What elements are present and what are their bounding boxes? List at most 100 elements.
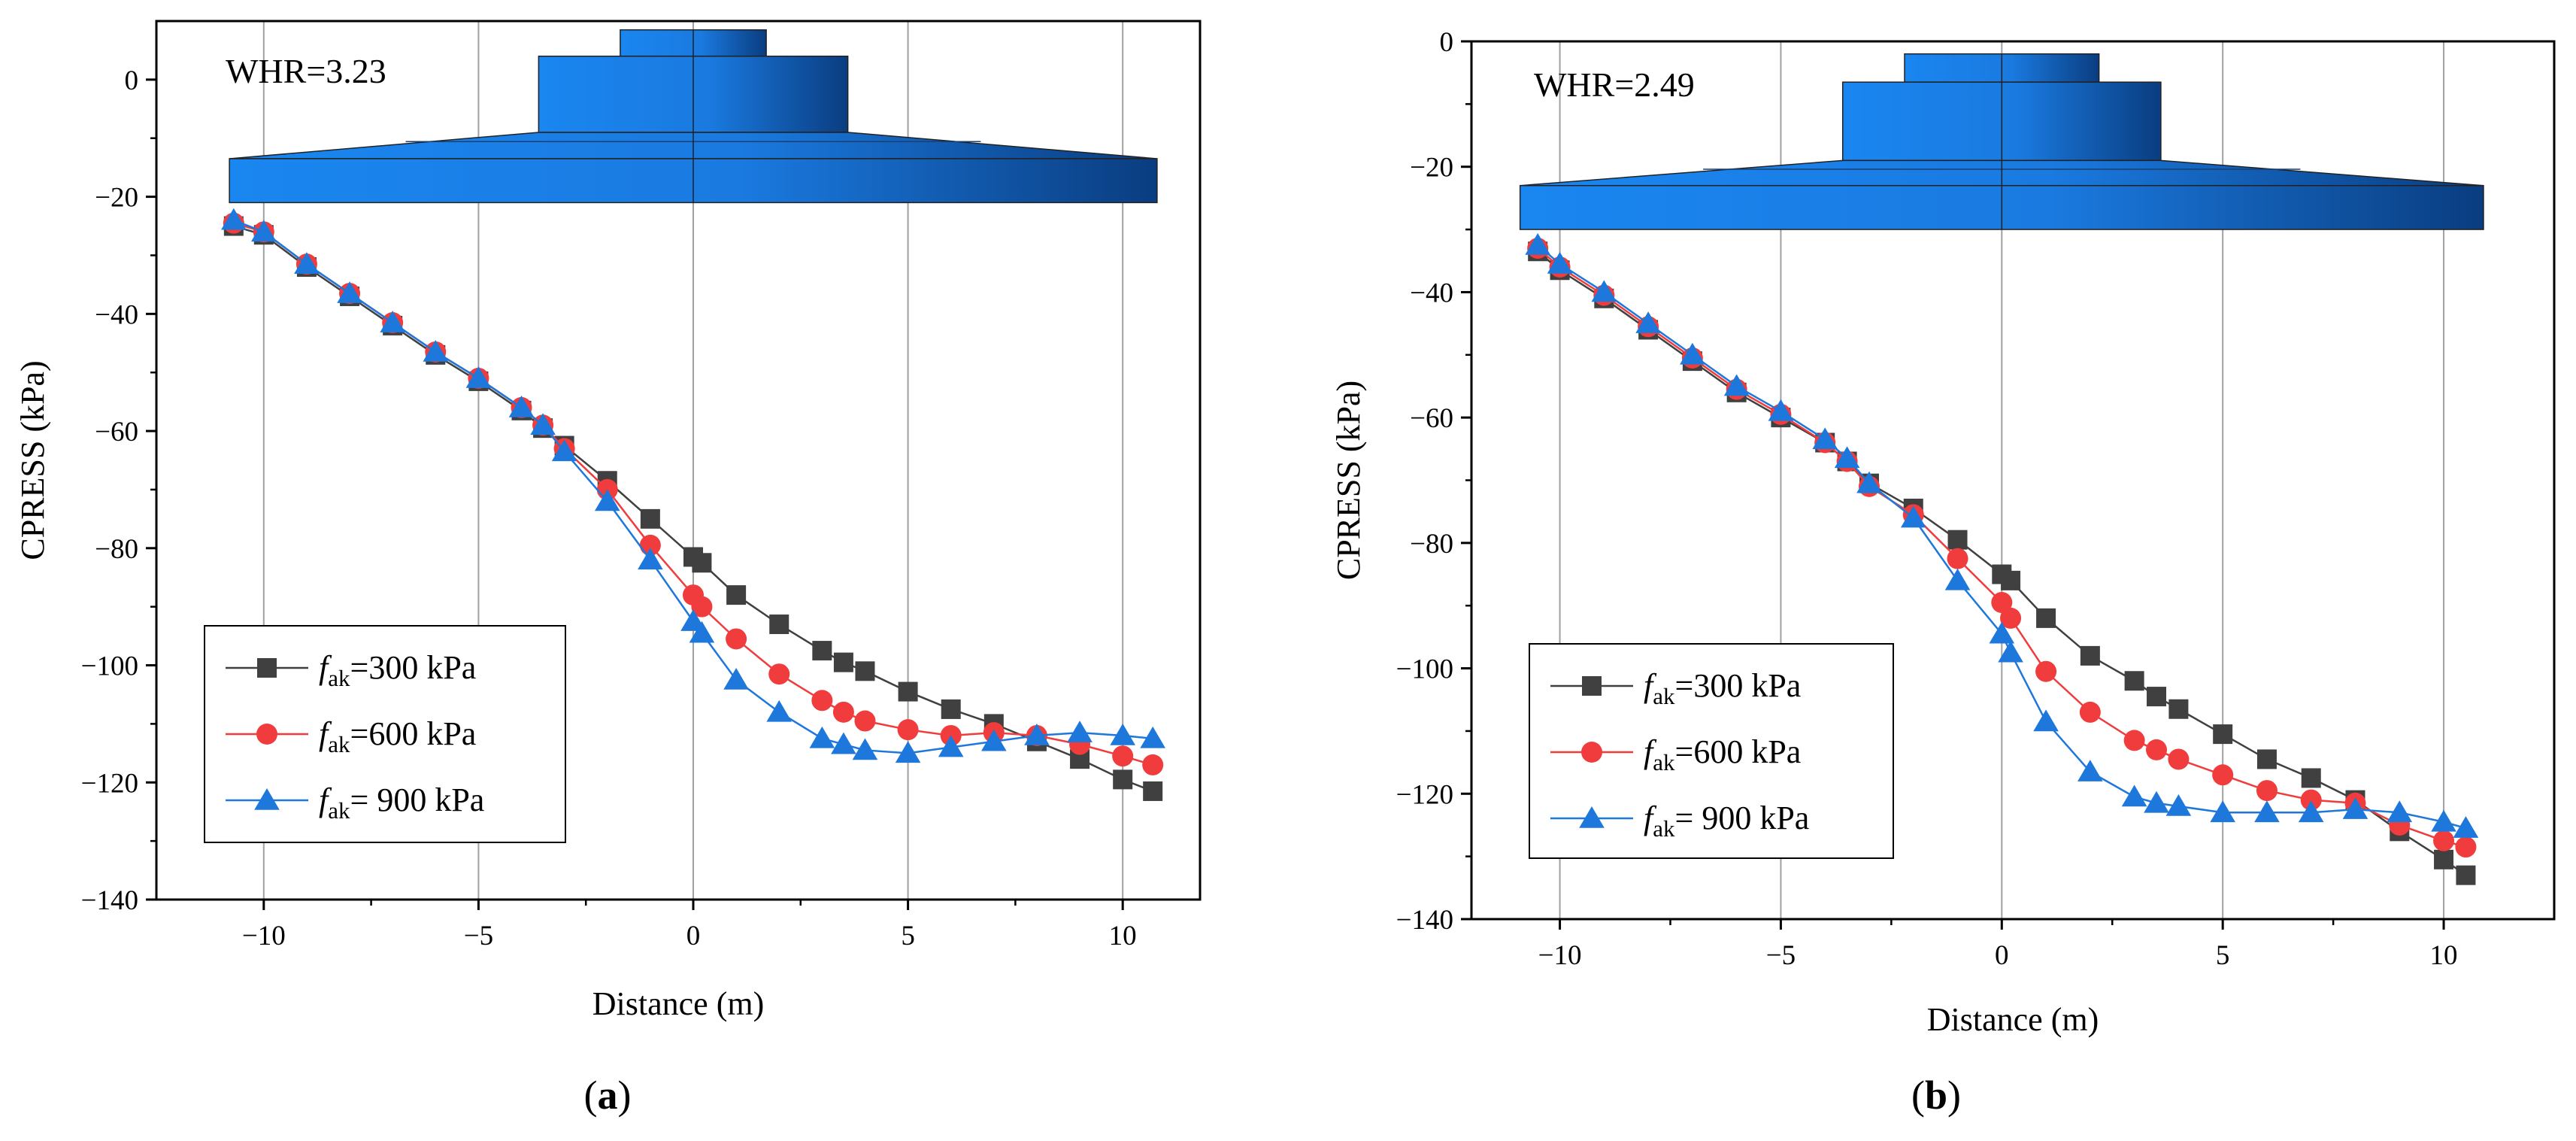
data-point: [594, 489, 620, 511]
data-point: [294, 252, 320, 274]
foundation-diagram: [229, 29, 1158, 204]
legend-label-value: =300 kPa: [350, 649, 477, 686]
x-tick-label: 5: [2216, 940, 2230, 971]
y-tick-label: −80: [1410, 529, 1453, 560]
data-point: [380, 311, 405, 332]
legend-marker-2: [254, 788, 280, 810]
data-point: [337, 281, 362, 303]
data-point: [2080, 645, 2100, 666]
data-point: [1998, 640, 2023, 663]
data-point: [640, 508, 660, 529]
panel-label: (a): [584, 1073, 632, 1118]
data-point: [2301, 768, 2321, 788]
data-point: [1024, 723, 1050, 745]
data-point: [768, 663, 790, 685]
data-point: [1768, 399, 1794, 421]
legend-marker-1: [1581, 742, 1602, 763]
data-point: [2256, 780, 2277, 802]
data-point: [1991, 592, 2013, 614]
x-tick-label: 0: [1995, 940, 2009, 971]
data-point: [1989, 621, 2015, 644]
data-point: [854, 710, 876, 732]
legend-label-value: = 900 kPa: [1675, 800, 1810, 836]
x-tick-label: 10: [1109, 921, 1137, 951]
y-tick-label: 0: [1440, 27, 1454, 58]
data-point: [2453, 816, 2479, 838]
plot-frame: [155, 20, 1202, 901]
data-point: [530, 413, 556, 435]
panel-label-close: ): [1947, 1073, 1961, 1118]
data-point: [638, 548, 663, 570]
foundation-diagram: [1519, 53, 2484, 230]
y-tick-label: −20: [95, 183, 138, 214]
data-point: [2168, 748, 2190, 770]
legend-label-subscript: ak: [1653, 749, 1675, 775]
data-point: [2146, 739, 2168, 760]
data-point: [1723, 374, 1750, 396]
x-tick-label: −5: [1766, 940, 1796, 971]
legend-label-1: fak=600 kPa: [319, 715, 476, 757]
data-point: [811, 690, 833, 712]
data-point: [2144, 791, 2169, 813]
y-tick-label: −60: [95, 417, 138, 448]
data-point: [2000, 607, 2022, 629]
legend-label-value: = 900 kPa: [350, 781, 485, 818]
data-point: [895, 741, 921, 763]
data-point: [1635, 311, 1661, 333]
data-point: [769, 615, 789, 635]
x-tick-label: 5: [901, 921, 915, 951]
x-tick-label: 10: [2430, 940, 2458, 971]
data-point: [2033, 709, 2059, 732]
data-point: [2455, 836, 2477, 858]
y-tick-label: −140: [81, 885, 138, 916]
data-point: [1947, 530, 1968, 550]
data-point: [898, 681, 918, 702]
data-point: [1947, 548, 1968, 569]
data-point: [981, 729, 1007, 751]
x-tick-label: −5: [464, 921, 493, 951]
legend-label-value: =600 kPa: [1675, 733, 1802, 770]
data-point: [692, 553, 712, 573]
y-tick-label: −40: [95, 299, 138, 330]
data-point: [852, 738, 878, 760]
panel-label-open: (: [584, 1073, 598, 1118]
data-point: [2079, 701, 2101, 723]
y-tick-label: −120: [81, 768, 138, 799]
data-point: [1143, 781, 1163, 801]
x-tick-label: −10: [1538, 940, 1582, 971]
data-point: [2387, 800, 2413, 823]
legend-label-value: =600 kPa: [350, 715, 477, 752]
x-axis-title: Distance (m): [1927, 1001, 2099, 1038]
data-point: [691, 596, 713, 618]
data-point: [2254, 800, 2280, 823]
panel-a: 0 −20 −40 −60 −80 −100 −120 −140 −10 −5 0 5 10 Distan…: [14, 20, 1202, 1118]
data-point: [832, 701, 854, 723]
series-2: [221, 208, 1165, 763]
y-tick-label: −80: [95, 534, 138, 565]
data-point: [831, 732, 856, 754]
y-tick-label: −100: [81, 651, 138, 682]
legend-label-0: fak=300 kPa: [319, 649, 476, 691]
panel-label-open: (: [1911, 1073, 1925, 1118]
data-point: [2123, 730, 2145, 751]
data-point: [2342, 797, 2368, 819]
legend-label-1: fak=600 kPa: [1644, 733, 1801, 775]
data-point: [938, 735, 964, 757]
legend-label-value: =300 kPa: [1675, 667, 1802, 704]
legend-label-subscript: ak: [1653, 683, 1675, 709]
data-point: [833, 652, 853, 672]
data-point: [1900, 505, 1926, 528]
data-point: [2121, 784, 2147, 807]
data-point: [2210, 800, 2235, 823]
y-tick-label: −100: [1396, 654, 1453, 685]
data-point: [1944, 568, 1971, 590]
data-point: [1856, 471, 1882, 493]
data-point: [726, 628, 747, 650]
data-point: [2300, 789, 2322, 811]
data-point: [2077, 760, 2103, 781]
data-point: [1591, 280, 1617, 302]
legend-label-subscript: ak: [328, 797, 350, 824]
panel-b: 0 −20 −40 −60 −80 −100 −120 −140 −10 −5 0 5 10 Distan…: [1330, 27, 2556, 1118]
